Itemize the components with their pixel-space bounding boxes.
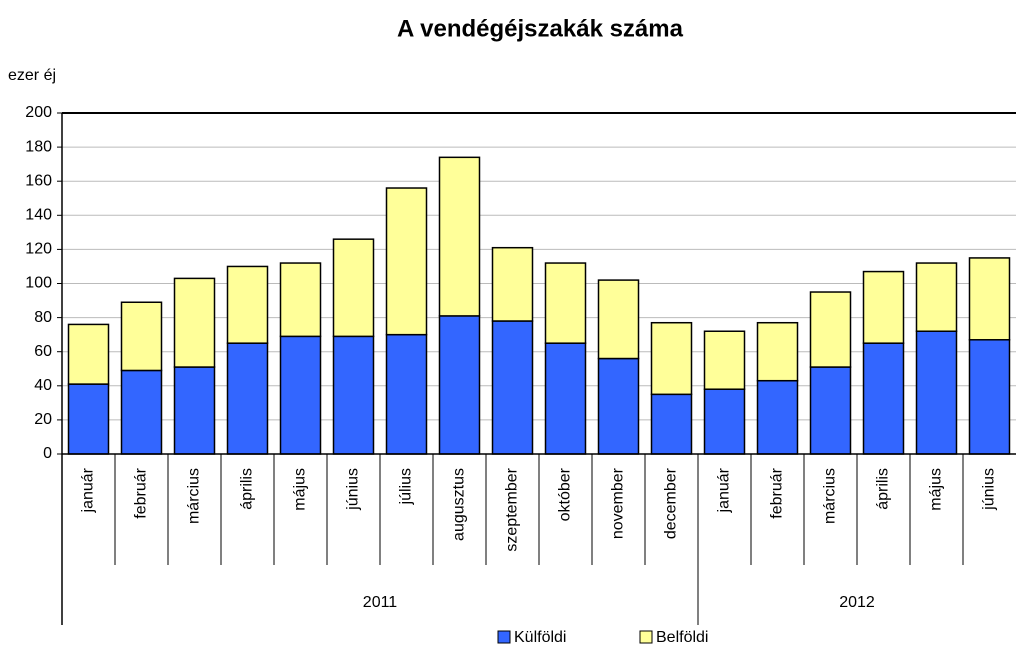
y-tick-label: 80	[34, 309, 52, 326]
x-tick-label: október	[557, 467, 574, 521]
x-tick-label: június	[345, 468, 362, 511]
bar-segment	[120, 369, 163, 455]
bar-segment	[173, 277, 216, 368]
bar-segment	[968, 257, 1011, 341]
bar-segment	[67, 323, 110, 385]
bar-segment	[756, 379, 799, 455]
group-label: 2012	[839, 594, 875, 611]
legend-label: Belföldi	[656, 629, 708, 646]
x-tick-label: december	[663, 467, 680, 539]
x-tick-label: március	[822, 468, 839, 524]
bar-segment	[756, 321, 799, 382]
bar-segment	[332, 335, 375, 455]
bar-segment	[120, 301, 163, 372]
y-tick-label: 60	[34, 343, 52, 360]
bar-segment	[862, 270, 905, 344]
chart-title: A vendégéjszakák száma	[397, 15, 684, 42]
legend-swatch	[639, 630, 653, 644]
bar-segment	[650, 321, 693, 396]
x-tick-label: február	[769, 467, 786, 518]
group-label: 2011	[363, 594, 398, 611]
x-tick-label: november	[610, 467, 627, 539]
legend-label: Külföldi	[514, 629, 566, 646]
y-tick-label: 120	[25, 241, 52, 258]
y-tick-label: 140	[25, 207, 52, 224]
bar-segment	[173, 366, 216, 455]
y-tick-label: 160	[25, 172, 52, 189]
bar-segment	[226, 342, 269, 455]
bar-segment	[67, 383, 110, 455]
bar-segment	[597, 279, 640, 360]
bar-segment	[968, 339, 1011, 455]
bar-segment	[332, 238, 375, 338]
x-tick-label: április	[875, 468, 892, 510]
bar-segment	[385, 187, 428, 336]
bar-segment	[703, 388, 746, 455]
bar-segment	[438, 156, 481, 317]
bar-segment	[915, 330, 958, 455]
bar-segment	[544, 262, 587, 344]
bar-segment	[862, 342, 905, 455]
x-tick-label: január	[80, 467, 97, 513]
x-tick-label: május	[292, 468, 309, 511]
x-tick-label: június	[981, 468, 998, 511]
y-tick-label: 0	[43, 445, 52, 462]
y-tick-label: 100	[25, 275, 52, 292]
bar-segment	[650, 393, 693, 455]
y-axis-label: ezer éj	[8, 67, 56, 84]
bar-segment	[544, 342, 587, 455]
bar-segment	[809, 366, 852, 455]
bar-segment	[385, 333, 428, 455]
bar-segment	[915, 262, 958, 332]
bar-segment	[491, 320, 534, 455]
y-tick-label: 20	[34, 411, 52, 428]
x-tick-label: július	[398, 468, 415, 505]
x-tick-label: március	[186, 468, 203, 524]
bar-segment	[597, 357, 640, 455]
y-tick-label: 200	[25, 104, 52, 121]
bar-segment	[438, 315, 481, 455]
x-tick-label: február	[133, 467, 150, 518]
x-tick-label: január	[716, 467, 733, 513]
bar-segment	[491, 246, 534, 322]
y-tick-label: 180	[25, 138, 52, 155]
y-tick-label: 40	[34, 377, 52, 394]
x-tick-label: augusztus	[451, 468, 468, 541]
bar-segment	[809, 291, 852, 368]
x-tick-label: május	[928, 468, 945, 511]
bar-segment	[703, 330, 746, 390]
bar-segment	[279, 262, 322, 338]
x-tick-label: szeptember	[504, 467, 521, 551]
legend-swatch	[497, 630, 511, 644]
bar-segment	[226, 265, 269, 344]
x-tick-label: április	[239, 468, 256, 510]
bar-segment	[279, 335, 322, 455]
